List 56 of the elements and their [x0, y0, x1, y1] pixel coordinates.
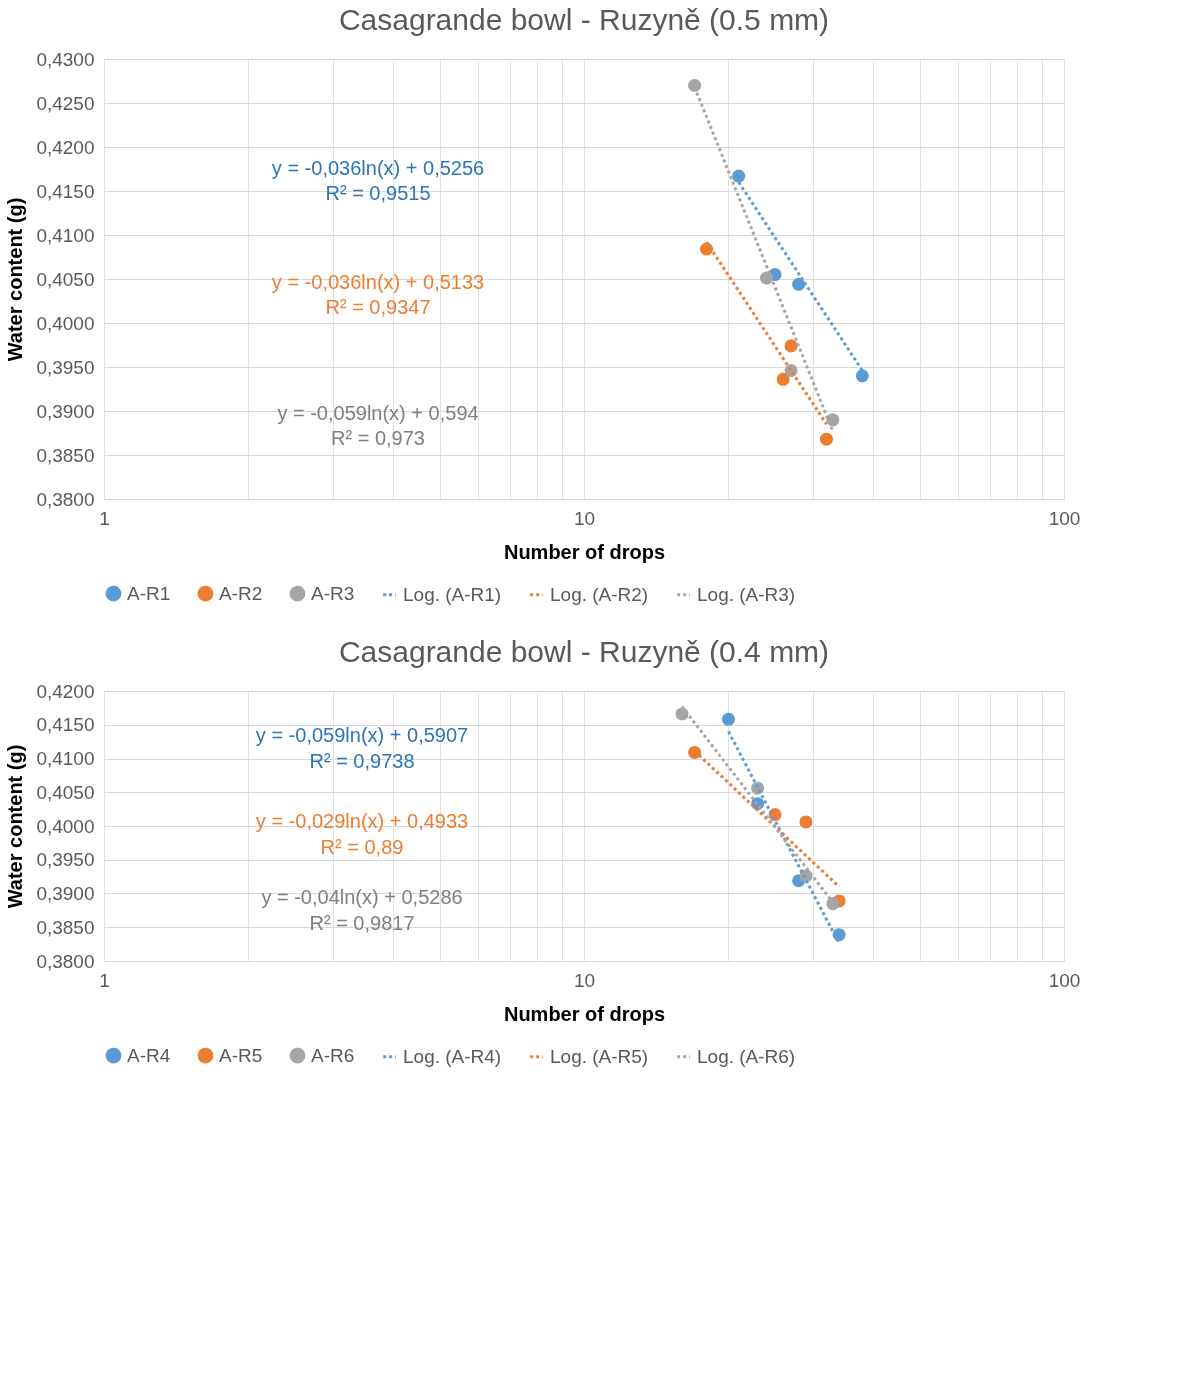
annotation: y = -0,059ln(x) + 0,594	[277, 402, 479, 424]
x-tick-label: 100	[1048, 507, 1081, 529]
y-tick-label: 0,3950	[36, 356, 95, 378]
x-tick-label: 1	[99, 507, 110, 529]
y-tick-label: 0,3850	[36, 444, 95, 466]
x-tick-label: 10	[573, 969, 596, 991]
y-axis-title: Water content (g)	[4, 744, 27, 909]
y-tick-label: 0,4000	[36, 815, 95, 837]
y-tick-label: 0,4100	[36, 224, 95, 246]
annotation: R² = 0,9347	[325, 296, 431, 318]
annotation: R² = 0,973	[331, 427, 425, 449]
legend-label: Log. (A-R3)	[697, 583, 796, 605]
legend-label: A-R6	[311, 1044, 355, 1066]
y-axis-title: Water content (g)	[4, 197, 27, 362]
y-tick-label: 0,3900	[36, 400, 95, 422]
annotation: y = -0,036ln(x) + 0,5133	[271, 271, 485, 293]
y-tick-label: 0,3800	[36, 950, 95, 972]
y-tick-label: 0,4050	[36, 781, 95, 803]
legend-label: A-R2	[219, 582, 263, 604]
chart-title: Casagrande bowl - Ruzyně (0.4 mm)	[338, 635, 830, 668]
y-tick-label: 0,3900	[36, 883, 95, 904]
legend-label: Log. (A-R5)	[550, 1045, 649, 1067]
annotation: R² = 0,9515	[325, 182, 431, 204]
y-tick-label: 0,4150	[36, 180, 95, 202]
legend-label: A-R5	[219, 1044, 263, 1066]
y-tick-label: 0,4050	[36, 268, 95, 290]
legend-label: Log. (A-R1)	[403, 583, 502, 605]
y-tick-label: 0,3800	[36, 488, 95, 510]
annotation: R² = 0,9817	[309, 912, 415, 934]
chart-title: Casagrande bowl - Ruzyně (0.5 mm)	[338, 3, 830, 36]
x-axis-title: Number of drops	[503, 540, 666, 563]
annotation: y = -0,04ln(x) + 0,5286	[261, 886, 463, 908]
y-tick-label: 0,4200	[36, 680, 95, 702]
annotation: R² = 0,89	[320, 836, 404, 858]
annotation: y = -0,059ln(x) + 0,5907	[255, 724, 469, 746]
annotation: y = -0,036ln(x) + 0,5256	[271, 157, 485, 179]
y-tick-label: 0,4200	[36, 136, 95, 158]
x-axis-title: Number of drops	[503, 1002, 666, 1025]
y-tick-label: 0,3850	[36, 916, 95, 938]
y-tick-label: 0,4150	[36, 714, 95, 736]
x-tick-label: 100	[1048, 969, 1081, 991]
legend-label: Log. (A-R2)	[550, 583, 649, 605]
legend-label: Log. (A-R6)	[697, 1045, 796, 1067]
x-tick-label: 10	[573, 507, 596, 529]
legend-label: A-R3	[311, 582, 355, 604]
y-tick-label: 0,4000	[36, 312, 95, 334]
legend-label: A-R1	[127, 582, 171, 604]
annotation: R² = 0,9738	[309, 750, 415, 772]
annotation: y = -0,029ln(x) + 0,4933	[255, 810, 469, 832]
y-tick-label: 0,4300	[36, 48, 95, 70]
y-tick-label: 0,3950	[36, 849, 95, 871]
x-tick-label: 1	[99, 969, 110, 991]
legend-label: A-R4	[127, 1044, 171, 1066]
y-tick-label: 0,4250	[36, 92, 95, 114]
y-tick-label: 0,4100	[36, 748, 95, 769]
legend-label: Log. (A-R4)	[403, 1045, 502, 1067]
